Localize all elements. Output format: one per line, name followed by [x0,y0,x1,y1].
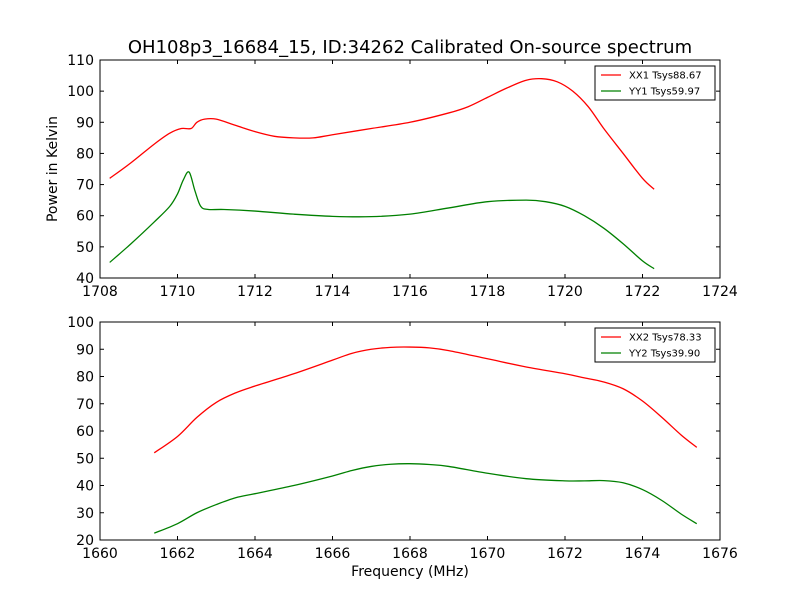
x-tick-label: 1724 [702,284,738,300]
x-tick-label: 1710 [160,284,196,300]
y-tick-label: 110 [67,53,94,69]
x-tick-label: 1672 [547,546,583,562]
y-tick-label: 90 [76,115,94,131]
y-tick-label: 70 [76,178,94,194]
top-panel: 1708 1710 1712 1714 1716 1718 1720 1722 1724 40 50… [45,53,738,300]
x-axis-label: Frequency (MHz) [351,564,469,580]
x-tick-label: 1664 [237,546,273,562]
x-tick-label: 1718 [470,284,506,300]
legend-entry-label: XX2 Tsys78.33 [629,333,702,344]
x-tick-label: 1722 [625,284,661,300]
y-tick-label: 60 [76,424,94,440]
legend-entry-label: XX1 Tsys88.67 [629,71,702,82]
bottom-panel: 1660 1662 1664 1666 1668 1670 1672 1674 1676 20 30… [67,315,738,580]
legend-entry-label: YY2 Tsys39.90 [628,349,700,360]
y-tick-label: 40 [76,479,94,495]
y-tick-label: 20 [76,533,94,549]
y-tick-label: 30 [76,506,94,522]
series-line-yy1 [109,171,655,270]
series-line-xx1 [109,77,655,190]
y-tick-label: 70 [76,397,94,413]
y-tick-label: 80 [76,146,94,162]
x-tick-label: 1676 [702,546,738,562]
x-tick-label: 1716 [392,284,428,300]
legend-box [594,327,716,363]
y-axis-label: Power in Kelvin [45,116,61,222]
x-tick-label: 1674 [625,546,661,562]
x-tick-label: 1712 [237,284,273,300]
legend-entry-label: YY1 Tsys59.97 [628,87,700,98]
y-tick-label: 60 [76,209,94,225]
legend-box [594,65,716,101]
x-tick-label: 1720 [547,284,583,300]
x-tick-label: 1666 [315,546,351,562]
series-line-yy2 [154,463,698,534]
y-tick-label: 100 [67,315,94,331]
figure-title: OH108p3_16684_15, ID:34262 Calibrated On… [128,37,692,58]
y-tick-label: 80 [76,370,94,386]
x-tick-label: 1662 [160,546,196,562]
y-tick-label: 50 [76,451,94,467]
y-tick-label: 90 [76,342,94,358]
y-tick-label: 40 [76,271,94,287]
series-line-xx2 [153,346,698,454]
x-tick-label: 1660 [82,546,118,562]
x-tick-label: 1670 [470,546,506,562]
y-tick-label: 50 [76,240,94,256]
x-tick-label: 1714 [315,284,351,300]
y-tick-label: 100 [67,84,94,100]
x-tick-label: 1708 [82,284,118,300]
x-tick-label: 1668 [392,546,428,562]
